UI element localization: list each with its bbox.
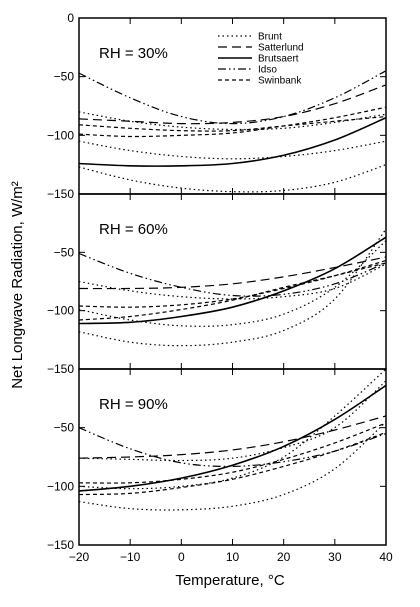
x-tick-label: 20	[277, 550, 291, 564]
legend-label-brutsaert: Brutsaert	[258, 54, 299, 65]
y-tick-label: −50	[54, 421, 75, 435]
series-line-brutsaert	[78, 236, 387, 325]
series-line-idso	[78, 252, 387, 297]
series-line-brunt	[78, 263, 387, 300]
series-line-brunt	[78, 368, 387, 490]
panel-label: RH = 30%	[99, 45, 168, 62]
legend-label-brunt: Brunt	[258, 32, 282, 43]
x-tick-label: −20	[69, 550, 90, 564]
y-tick-label: −150	[47, 538, 74, 552]
series-line-brutsaert	[78, 116, 387, 167]
series-line-satterlund	[78, 84, 387, 125]
series-line-swinbank	[78, 115, 387, 132]
series-line-brunt	[78, 421, 387, 511]
legend-label-idso: Idso	[258, 65, 277, 76]
x-tick-label: −10	[120, 550, 141, 564]
series-line-brutsaert	[78, 384, 387, 492]
y-tick-label: −100	[47, 128, 74, 142]
y-tick-label: −150	[47, 187, 74, 201]
y-tick-label: 0	[67, 11, 74, 25]
series-line-idso	[78, 427, 387, 468]
y-tick-label: −50	[54, 245, 75, 259]
series-line-brunt	[78, 228, 387, 347]
x-tick-label: 0	[178, 550, 185, 564]
series-line-satterlund	[78, 256, 387, 290]
series-line-swinbank	[78, 431, 387, 496]
series-line-swinbank	[78, 422, 387, 484]
series-line-brunt	[78, 164, 387, 193]
y-axis-title: Net Longwave Radiation, W/m²	[9, 181, 26, 389]
legend-label-satterlund: Satterlund	[258, 43, 304, 54]
series-line-swinbank	[78, 262, 387, 321]
x-tick-label: 10	[226, 550, 240, 564]
series-line-swinbank	[78, 259, 387, 308]
series-line-brunt	[78, 380, 387, 462]
x-axis-title: Temperature, °C	[175, 572, 285, 589]
y-tick-label: −100	[47, 479, 74, 493]
series-line-brunt	[78, 240, 387, 327]
legend-label-swinbank: Swinbank	[258, 76, 302, 87]
y-tick-label: −50	[54, 70, 75, 84]
panel-label: RH = 90%	[99, 396, 168, 413]
series-line-brunt	[78, 140, 387, 160]
series-line-satterlund	[78, 415, 387, 459]
y-tick-label: −100	[47, 304, 74, 318]
x-tick-label: 30	[328, 550, 342, 564]
series-line-swinbank	[78, 106, 387, 138]
series-line-idso	[78, 70, 387, 125]
y-tick-label: −150	[47, 362, 74, 376]
panel-label: RH = 60%	[99, 221, 168, 238]
x-tick-label: 40	[379, 550, 393, 564]
series-line-brunt	[78, 111, 387, 131]
